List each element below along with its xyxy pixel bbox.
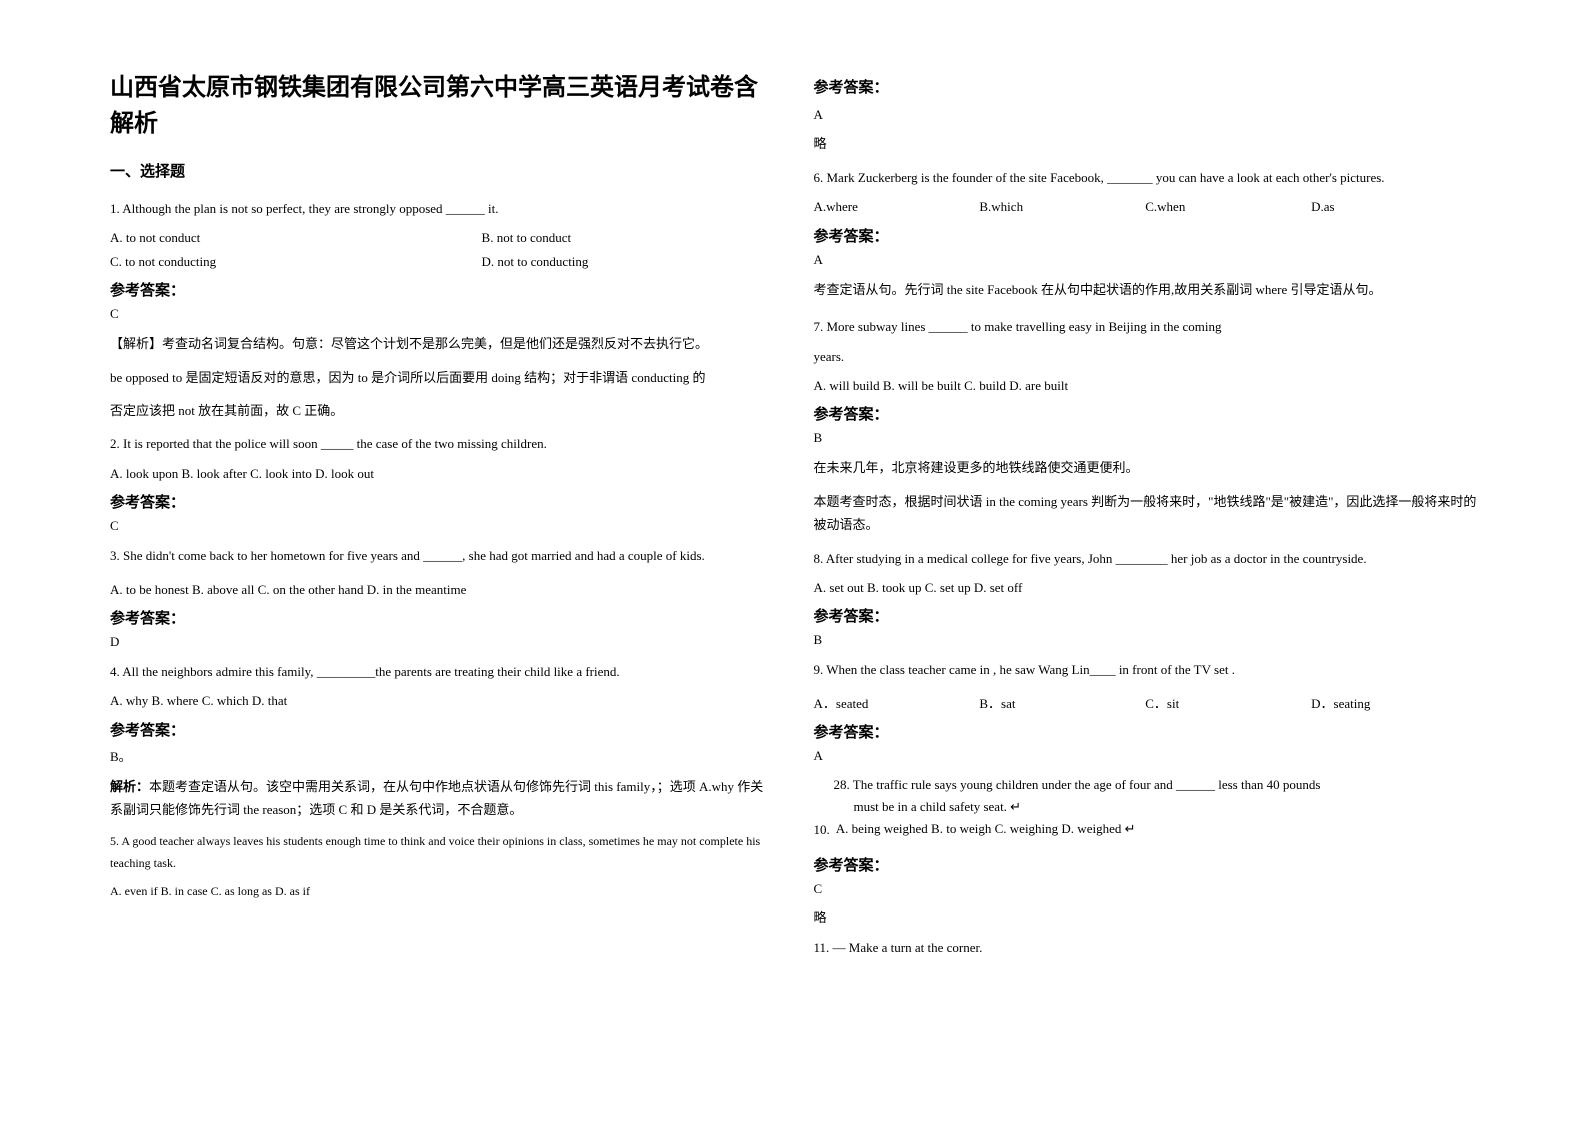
q-options: A. even if B. in case C. as long as D. a… [110, 881, 774, 903]
explanation-1: 在未来几年，北京将建设更多的地铁线路使交通更便利。 [814, 456, 1478, 479]
q-text: 9. When the class teacher came in , he s… [814, 658, 1478, 681]
answer-extra: 略 [814, 907, 1478, 926]
q-options: A. look upon B. look after C. look into … [110, 462, 774, 485]
opt-b: B. not to conduct [482, 226, 572, 249]
opt-a: A．seated [814, 692, 980, 715]
question-4: 4. All the neighbors admire this family,… [110, 660, 774, 822]
answer: C [814, 881, 1478, 897]
answer-label: 参考答案： [814, 225, 1478, 246]
section-heading: 一、选择题 [110, 160, 774, 181]
opt-d: D.as [1311, 195, 1477, 218]
question-11: 11. — Make a turn at the corner. [814, 936, 1478, 959]
q-options: A．seated B．sat C．sit D．seating [814, 692, 1478, 715]
answer-label: 参考答案： [814, 854, 1478, 875]
q-options: A. why B. where C. which D. that [110, 689, 774, 712]
opt-d: D. not to conducting [482, 250, 589, 273]
question-1: 1. Although the plan is not so perfect, … [110, 197, 774, 422]
q-number: 10. [814, 818, 830, 841]
q-text: 3. She didn't come back to her hometown … [110, 544, 774, 567]
opt-d: D．seating [1311, 692, 1477, 715]
opt-c: C．sit [1145, 692, 1311, 715]
q-line-1: 28. The traffic rule says young children… [814, 774, 1478, 796]
question-6: 6. Mark Zuckerberg is the founder of the… [814, 166, 1478, 301]
answer: C [110, 518, 774, 534]
q-options: A.where B.which C.when D.as [814, 195, 1478, 218]
q-text: 1. Although the plan is not so perfect, … [110, 197, 774, 220]
q-text: 8. After studying in a medical college f… [814, 547, 1478, 570]
opt-a: A. to not conduct [110, 226, 482, 249]
explain-prefix: 解析： [110, 779, 149, 794]
explanation-3: 否定应该把 not 放在其前面，故 C 正确。 [110, 399, 774, 422]
q-options-row1: A. to not conduct B. not to conduct [110, 226, 774, 249]
answer: D [110, 634, 774, 650]
q-text-1: 7. More subway lines ______ to make trav… [814, 315, 1478, 338]
explanation: 考查定语从句。先行词 the site Facebook 在从句中起状语的作用,… [814, 278, 1478, 301]
opt-c: C.when [1145, 195, 1311, 218]
q-text: 2. It is reported that the police will s… [110, 432, 774, 455]
explanation: 解析：本题考查定语从句。该空中需用关系词，在从句中作地点状语从句修饰先行词 th… [110, 775, 774, 822]
q-text: 5. A good teacher always leaves his stud… [110, 831, 774, 874]
question-9: 9. When the class teacher came in , he s… [814, 658, 1478, 764]
opt-b: B．sat [979, 692, 1145, 715]
doc-title: 山西省太原市钢铁集团有限公司第六中学高三英语月考试卷含解析 [110, 70, 774, 142]
answer: A [814, 748, 1478, 764]
q10-row: 10. A. being weighed B. to weigh C. weig… [814, 818, 1478, 847]
answer: B [814, 632, 1478, 648]
answer-label: 参考答案： [814, 605, 1478, 626]
q-text: 6. Mark Zuckerberg is the founder of the… [814, 166, 1478, 189]
q-options: A. to be honest B. above all C. on the o… [110, 578, 774, 601]
q-line-2: must be in a child safety seat. ↵ [814, 796, 1478, 818]
q-text: 4. All the neighbors admire this family,… [110, 660, 774, 683]
q-options: A. being weighed B. to weigh C. weighing… [836, 818, 1136, 847]
answer: B。 [110, 746, 774, 765]
explanation-1: 【解析】考查动名词复合结构。句意：尽管这个计划不是那么完美，但是他们还是强烈反对… [110, 332, 774, 355]
answer: B [814, 430, 1478, 446]
answer-label: 参考答案： [814, 721, 1478, 742]
question-3: 3. She didn't come back to her hometown … [110, 544, 774, 650]
answer-extra: 略 [814, 133, 1478, 152]
question-10: 28. The traffic rule says young children… [814, 774, 1478, 926]
question-8: 8. After studying in a medical college f… [814, 547, 1478, 649]
right-column: 参考答案： A 略 6. Mark Zuckerberg is the foun… [794, 70, 1498, 1092]
q-options: A. will build B. will be built C. build … [814, 374, 1478, 397]
answer-label: 参考答案： [110, 491, 774, 512]
answer: C [110, 306, 774, 322]
q-options: A. set out B. took up C. set up D. set o… [814, 576, 1478, 599]
answer: A [814, 107, 1478, 123]
opt-b: B.which [979, 195, 1145, 218]
opt-c: C. to not conducting [110, 250, 482, 273]
explanation-2: be opposed to 是固定短语反对的意思，因为 to 是介词所以后面要用… [110, 366, 774, 389]
q-options-row2: C. to not conducting D. not to conductin… [110, 250, 774, 273]
explanation-2: 本题考查时态，根据时间状语 in the coming years 判断为一般将… [814, 490, 1478, 537]
opt-a: A.where [814, 195, 980, 218]
question-5: 5. A good teacher always leaves his stud… [110, 831, 774, 902]
q-text-2: years. [814, 345, 1478, 368]
answer-label: 参考答案： [814, 403, 1478, 424]
question-7: 7. More subway lines ______ to make trav… [814, 315, 1478, 536]
left-column: 山西省太原市钢铁集团有限公司第六中学高三英语月考试卷含解析 一、选择题 1. A… [90, 70, 794, 1092]
explain-body: 本题考查定语从句。该空中需用关系词，在从句中作地点状语从句修饰先行词 this … [110, 779, 763, 817]
question-2: 2. It is reported that the police will s… [110, 432, 774, 534]
answer-label: 参考答案： [110, 607, 774, 628]
answer: A [814, 252, 1478, 268]
answer-label: 参考答案： [110, 719, 774, 740]
answer-label: 参考答案： [814, 76, 1478, 97]
answer-label: 参考答案： [110, 279, 774, 300]
